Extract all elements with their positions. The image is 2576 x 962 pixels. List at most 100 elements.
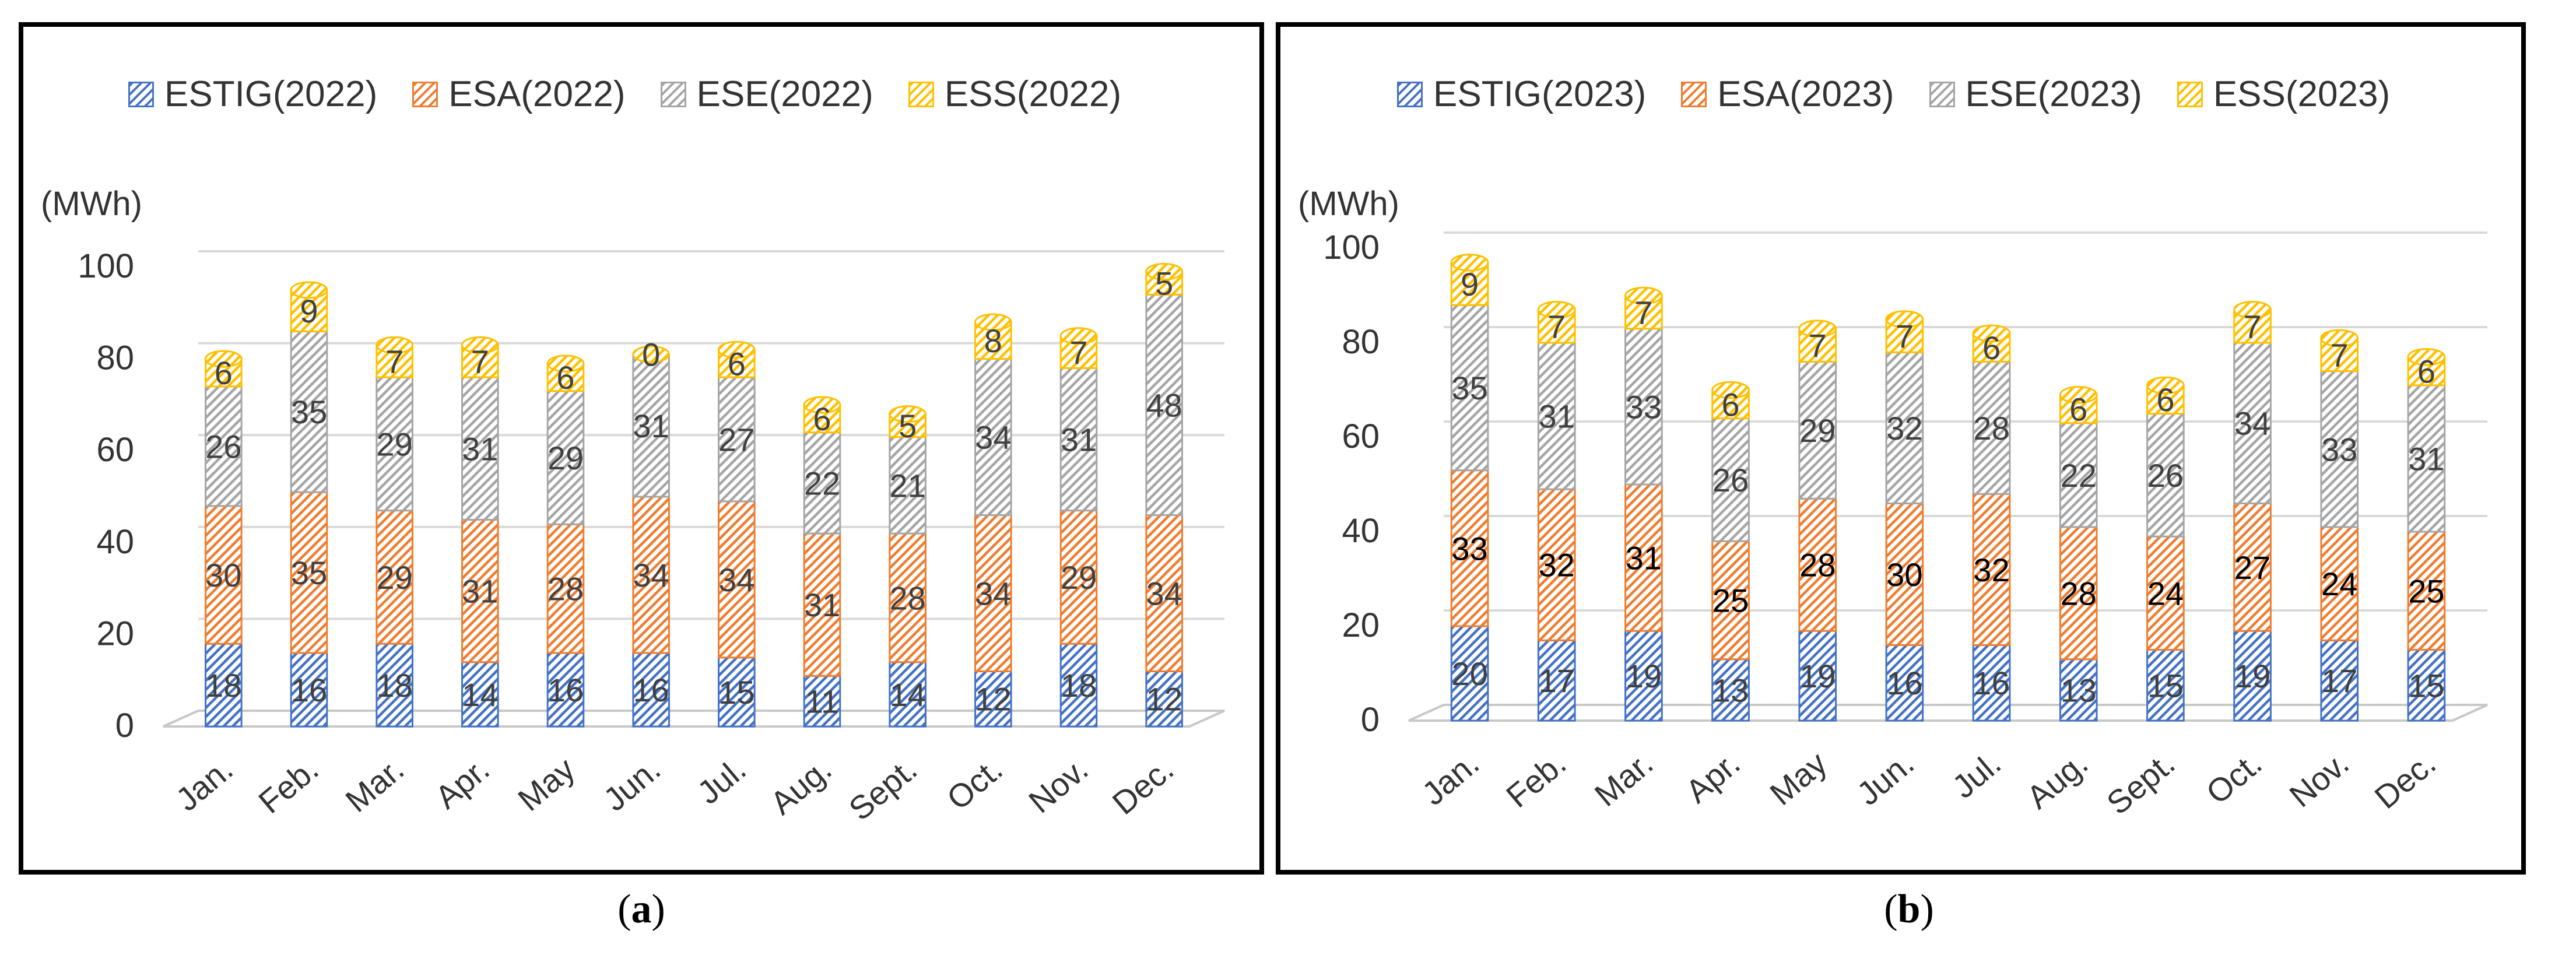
data-label-ess: 8 (984, 322, 1002, 359)
bar-cap-ess (1711, 381, 1750, 399)
data-label-ess: 5 (1155, 265, 1173, 302)
data-label-ess: 0 (642, 336, 660, 373)
data-label-ese: 34 (975, 419, 1011, 456)
bar-segment-estig (2320, 639, 2359, 722)
bar-segment-estig (546, 652, 585, 728)
data-label-esa: 33 (1451, 530, 1487, 567)
data-label-esa: 27 (2234, 549, 2270, 586)
data-label-esa: 31 (1626, 540, 1662, 577)
data-label-esa: 25 (1712, 582, 1749, 619)
data-label-ess: 7 (1896, 318, 1914, 354)
data-label-ese: 32 (1886, 410, 1922, 447)
data-label-ess: 6 (2069, 391, 2087, 427)
bar-segment-esa (889, 532, 926, 663)
data-label-esa: 29 (377, 559, 413, 596)
bar-cap-ess (1624, 286, 1663, 305)
data-label-ese: 33 (2321, 431, 2357, 468)
bar-segment-ese (2320, 370, 2359, 528)
bar-segment-ese (1624, 328, 1663, 486)
data-label-ese: 22 (2061, 457, 2097, 494)
data-label-ess: 6 (1982, 329, 2001, 366)
bar-segment-estig (2407, 649, 2446, 722)
data-label-ese: 21 (890, 467, 926, 504)
data-label-ess: 9 (300, 293, 318, 329)
data-label-ess: 6 (556, 359, 574, 396)
bar-segment-ese (375, 376, 413, 512)
legend-item-ese: ESE(2022) (660, 73, 873, 115)
bar-segment-estig (718, 656, 756, 728)
bar-segment-estig (2233, 630, 2272, 722)
bar-cap-ess (1798, 320, 1837, 338)
y-tick-label: 60 (1342, 417, 1380, 455)
data-label-esa: 30 (1886, 556, 1922, 593)
bar-segment-estig (1798, 630, 1837, 722)
legend: ESTIG(2022) ESA(2022) ESE(2022) ESS(2022… (128, 73, 1121, 115)
bar-segment-esa (2407, 531, 2446, 651)
x-tick-label: Nov. (1022, 750, 1095, 820)
x-tick-label: Apr. (428, 750, 496, 816)
bar-segment-ese (2059, 422, 2098, 528)
data-label-esa: 28 (548, 571, 584, 608)
bar-cap-ess (546, 354, 585, 373)
x-tick-label: Feb. (251, 750, 325, 820)
data-label-ess: 5 (899, 408, 917, 444)
bar-cap-ess (375, 336, 413, 354)
bar-segment-esa (1450, 469, 1489, 627)
data-label-ess: 6 (2417, 353, 2435, 390)
bar-cap-ess (205, 350, 243, 368)
caption-open: ( (1884, 887, 1898, 932)
data-label-ese: 29 (377, 426, 413, 462)
bar-segment-esa (546, 523, 585, 654)
bar-segment-ese (2146, 413, 2185, 538)
y-tick-label: 20 (96, 615, 134, 652)
x-tick-label: Jul. (1945, 745, 2008, 805)
chart-panel-b: ESTIG(2023) ESA(2023) ESE(2023) ESS(2023… (1276, 22, 2526, 875)
data-label-ess: 7 (1069, 334, 1087, 371)
y-tick-label: 20 (1342, 606, 1380, 644)
legend-item-esa: ESA(2022) (412, 73, 626, 115)
x-tick-label: Jan. (1415, 745, 1486, 812)
stacked-bar-chart-a: 0204060801001830266Jan.1635359Feb.182929… (78, 247, 1225, 827)
data-label-estig: 17 (1539, 662, 1575, 699)
legend-item-ess: ESS(2022) (908, 73, 1121, 115)
bar-segment-estig (1059, 642, 1098, 728)
bar-segment-esa (974, 514, 1012, 672)
data-label-estig: 16 (1886, 665, 1922, 701)
data-label-ese: 35 (291, 394, 327, 430)
data-label-ese: 33 (1626, 388, 1662, 425)
x-tick-label: Sept. (2100, 745, 2182, 821)
bar-segment-ese (2407, 384, 2446, 533)
data-label-ess: 7 (385, 343, 403, 380)
x-tick-label: Dec. (2367, 745, 2442, 816)
data-label-esa: 28 (1799, 547, 1836, 584)
data-label-ess: 7 (1809, 327, 1827, 364)
y-tick-label: 100 (1323, 229, 1380, 266)
legend-swatch-ess (908, 81, 934, 107)
x-tick-label: Jun. (1850, 745, 1921, 812)
bar-segment-esa (803, 532, 841, 677)
data-label-ese: 27 (718, 422, 754, 458)
data-label-estig: 18 (377, 667, 413, 704)
data-label-estig: 15 (2408, 667, 2444, 704)
caption-close: ) (1920, 887, 1934, 932)
data-label-esa: 32 (1973, 552, 2009, 588)
data-label-estig: 18 (205, 667, 241, 704)
bar-segment-ese (803, 431, 841, 535)
data-label-ese: 29 (548, 440, 584, 476)
x-tick-label: May (1763, 745, 1834, 812)
data-label-ese: 34 (2234, 405, 2270, 442)
legend-swatch-esa (1681, 81, 1707, 107)
data-label-esa: 29 (1061, 559, 1097, 596)
bar-segment-esa (1624, 483, 1663, 632)
bar-segment-ese (1972, 360, 2011, 495)
y-unit-label: (MWh) (1298, 185, 1399, 223)
legend-label-ess: ESS(2023) (2213, 74, 2391, 114)
caption-letter: b (1897, 887, 1921, 932)
caption-a: (a) (583, 886, 700, 933)
x-tick-label: Feb. (1499, 745, 1573, 814)
data-label-esa: 24 (2321, 566, 2357, 602)
stacked-bar-chart-b: 0 20 40 60 80 100 20 33 35 9 Jan. 17 32 31 7 Feb. 19 31 33… (1323, 229, 2488, 821)
y-tick-label: 0 (115, 707, 134, 745)
data-label-esa: 25 (2408, 573, 2444, 609)
data-label-esa: 34 (1146, 575, 1182, 612)
